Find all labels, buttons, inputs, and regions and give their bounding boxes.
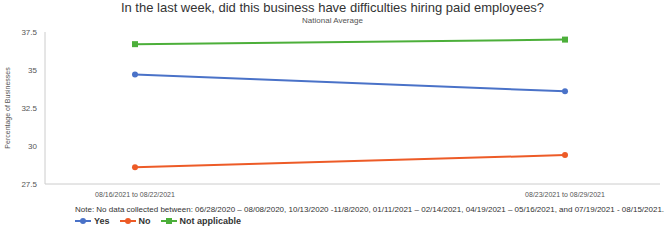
html-text:National Average: National Average xyxy=(302,16,363,25)
html-text:In the last week, did this bus: In the last week, did this business have… xyxy=(120,0,545,15)
svg-text:35: 35 xyxy=(28,66,37,75)
svg-text:27.5: 27.5 xyxy=(21,180,37,189)
html-text:Yes: Yes xyxy=(94,216,110,226)
svg-text:30: 30 xyxy=(28,142,37,151)
html-text:Note: No data collected betwee: Note: No data collected between: 06/28/2… xyxy=(75,205,665,214)
svg-text:08/23/2021 to 08/29/2021: 08/23/2021 to 08/29/2021 xyxy=(525,191,605,198)
svg-text:32.5: 32.5 xyxy=(21,104,37,113)
svg-text:Percentage of Businesses: Percentage of Businesses xyxy=(8,67,12,149)
html-text:No: No xyxy=(138,216,151,226)
svg-text:08/16/2021 to 08/22/2021: 08/16/2021 to 08/22/2021 xyxy=(95,191,175,198)
svg-text:37.5: 37.5 xyxy=(21,28,37,37)
html-text:Not applicable: Not applicable xyxy=(179,216,241,226)
